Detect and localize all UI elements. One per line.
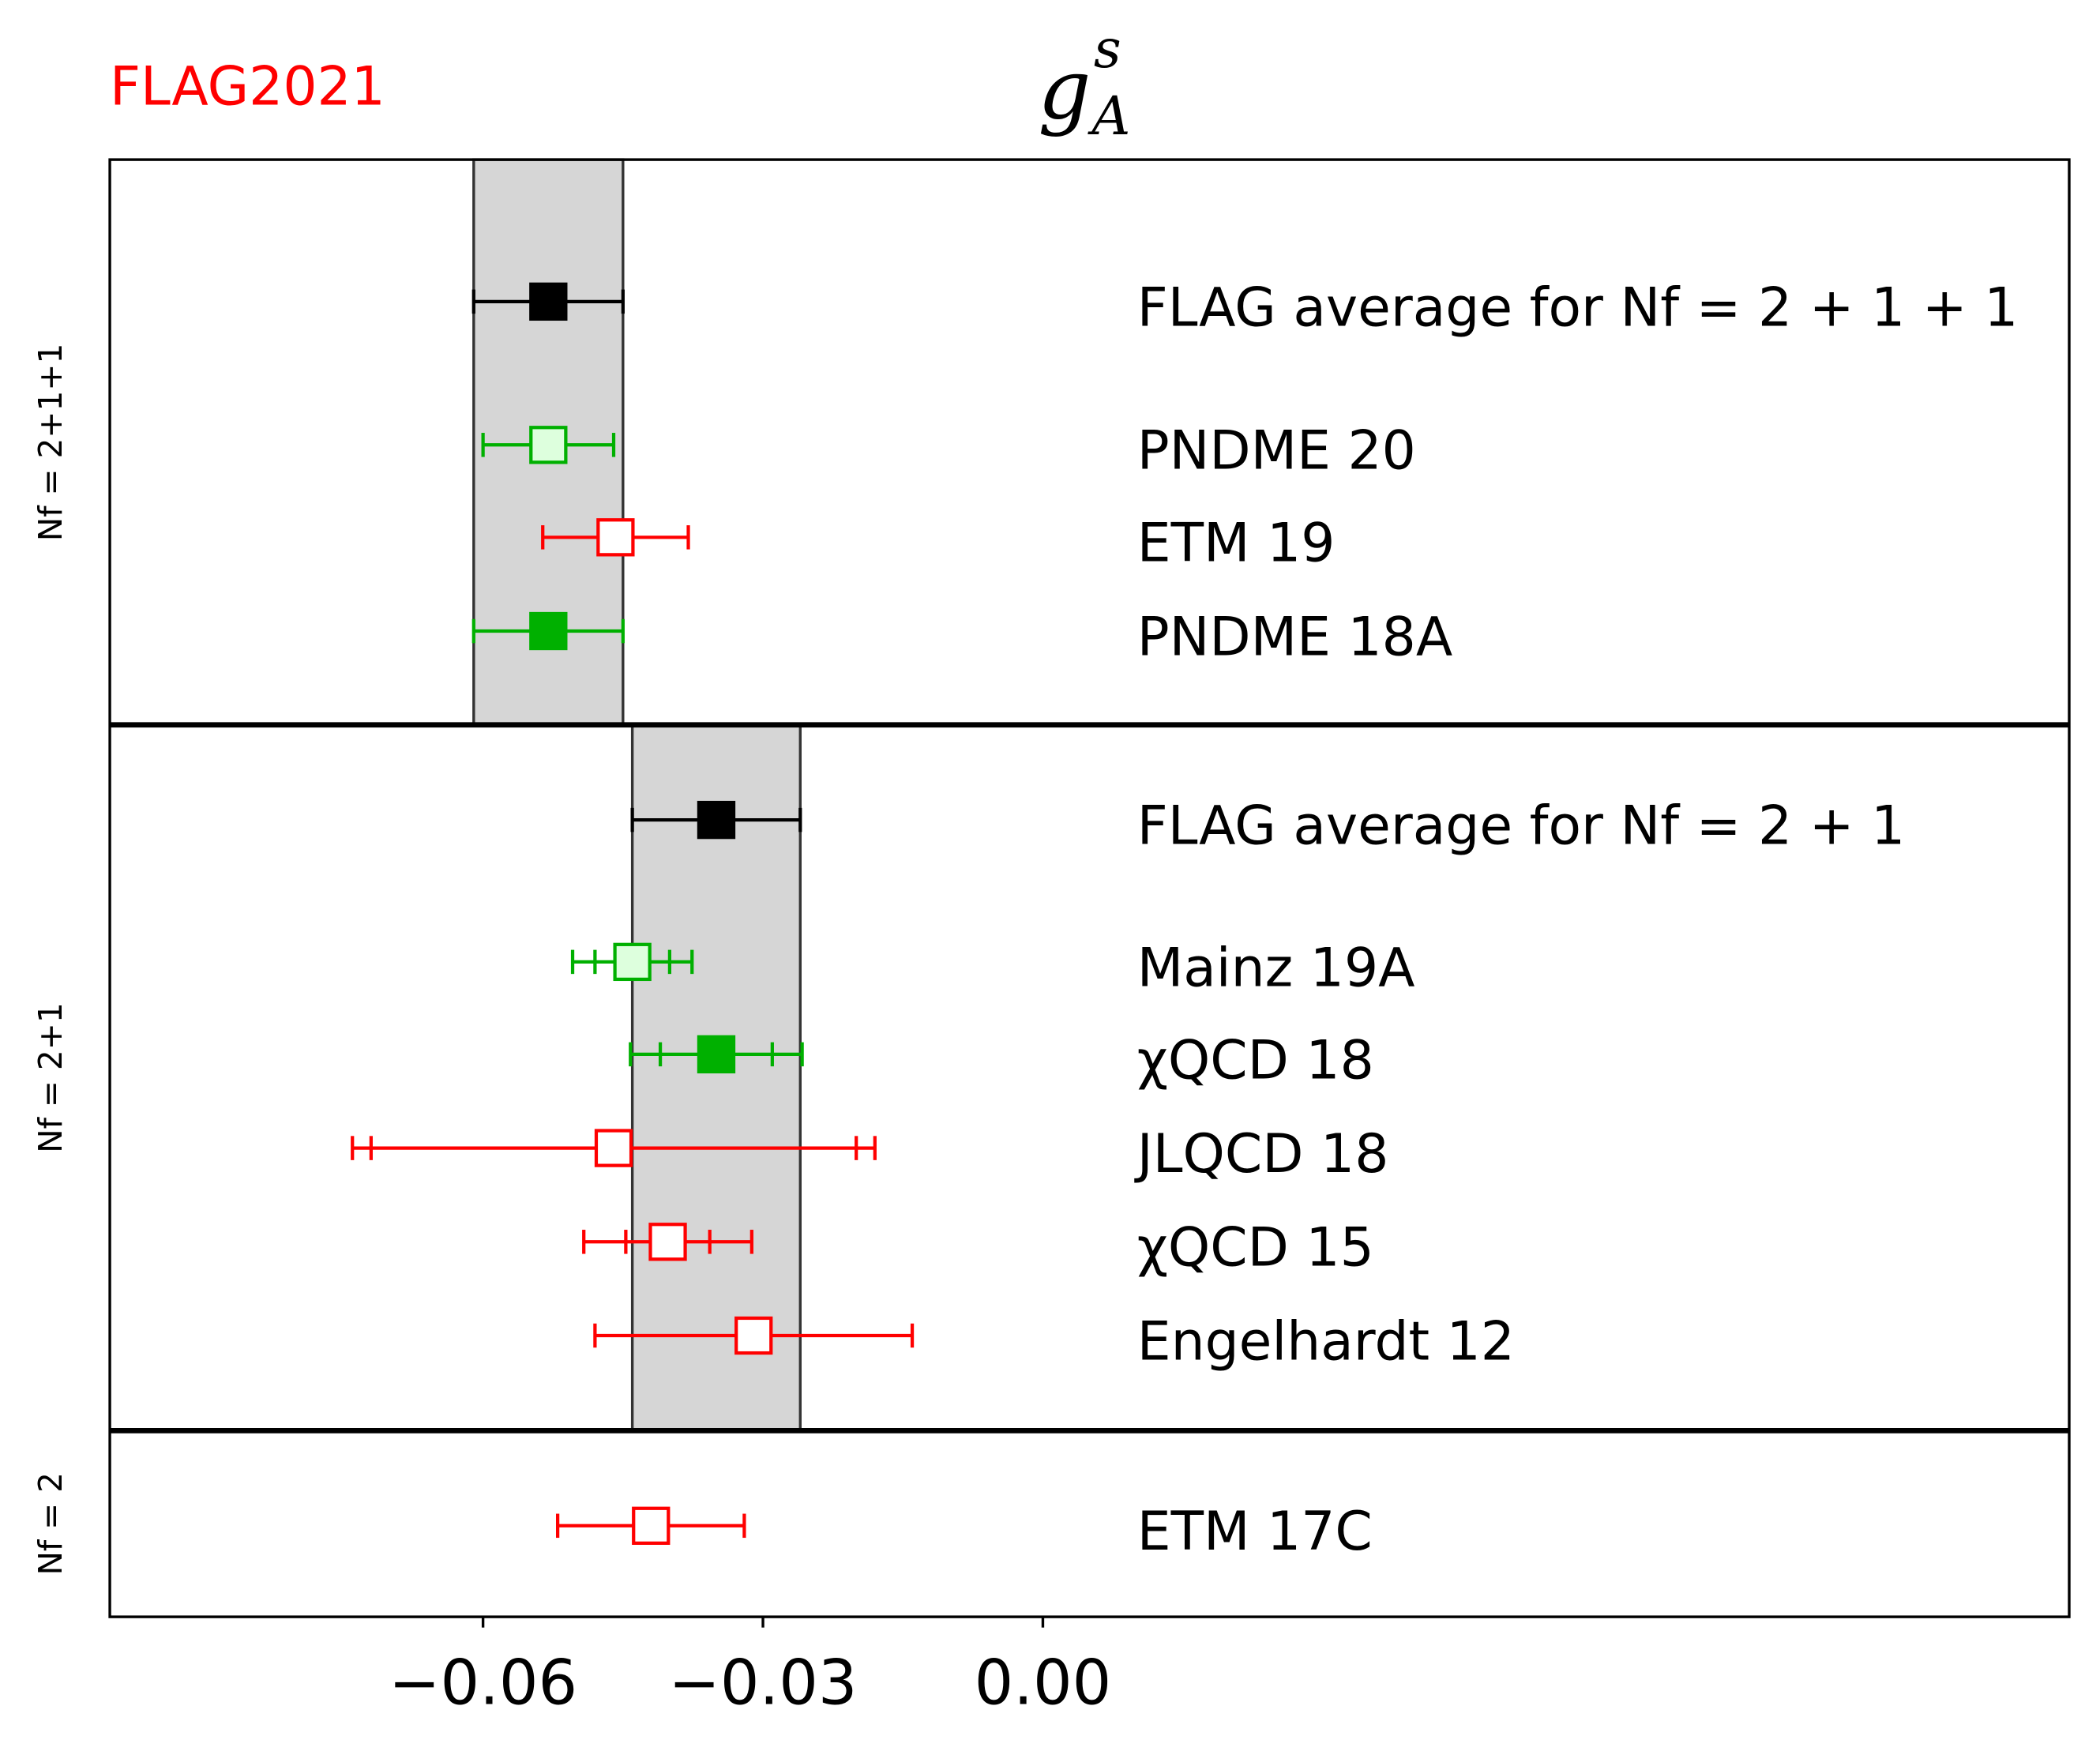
marker xyxy=(632,1506,671,1545)
x-tick-label: 0.00 xyxy=(975,1648,1112,1719)
row-label: Engelhardt 12 xyxy=(1137,1309,1515,1372)
group-label: Nf = 2 xyxy=(32,1472,69,1576)
row-label: Mainz 19A xyxy=(1137,936,1415,998)
row-label: χQCD 15 xyxy=(1137,1216,1374,1279)
marker xyxy=(529,611,568,651)
x-tick-label: −0.06 xyxy=(389,1648,577,1719)
row-label: PNDME 18A xyxy=(1137,605,1453,667)
marker xyxy=(734,1316,773,1355)
marker xyxy=(596,518,635,557)
row-label: χQCD 18 xyxy=(1137,1028,1374,1091)
row-label: JLQCD 18 xyxy=(1134,1122,1389,1185)
brand: FLAG2021 xyxy=(110,55,385,118)
row-label: PNDME 20 xyxy=(1137,419,1416,482)
average-band xyxy=(630,723,802,1433)
title-symbol: g xyxy=(1038,41,1091,138)
title-subscript: A xyxy=(1087,85,1130,147)
marker xyxy=(697,800,736,840)
row-label: FLAG average for Nf = 2 + 1 xyxy=(1137,795,1906,857)
marker xyxy=(594,1129,633,1167)
row-label: ETM 17C xyxy=(1137,1500,1373,1562)
title-superscript: s xyxy=(1094,17,1121,80)
chart-title: gs A xyxy=(1038,17,1130,147)
plot-frame xyxy=(108,158,2071,1618)
row-label: FLAG average for Nf = 2 + 1 + 1 xyxy=(1137,276,2019,338)
marker xyxy=(529,426,568,464)
marker xyxy=(613,942,652,982)
marker xyxy=(529,282,568,321)
group-label: Nf = 2+1 xyxy=(32,1002,69,1153)
row-label: ETM 19 xyxy=(1137,512,1336,574)
marker xyxy=(648,1223,687,1261)
group-label: Nf = 2+1+1 xyxy=(32,344,69,542)
x-tick-label: −0.03 xyxy=(669,1648,858,1719)
marker xyxy=(697,1035,736,1074)
